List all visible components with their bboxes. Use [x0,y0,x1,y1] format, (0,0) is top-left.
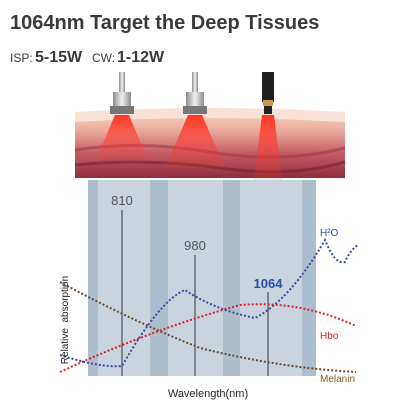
cw-value: 1-12W [117,49,165,66]
laser-beam [96,115,148,160]
water-curve [59,237,359,368]
handpiece [183,72,207,114]
skin-surface [75,108,345,122]
laser-beam [165,115,225,168]
band [98,180,150,376]
title: 1064nm Target the Deep Tissues [10,12,319,34]
hbo-label: Hbo [320,331,339,342]
handpiece [262,72,274,114]
melanin-label: Melanin [320,374,355,385]
y-axis-label: Relative absorption [60,276,71,364]
cw-label: CW: [92,51,115,65]
isp-label: ISP: [10,51,33,65]
band [240,180,302,376]
wavelength-label: 980 [184,238,206,253]
laser-beam [254,115,282,180]
x-axis-label: Wavelength(nm) [168,388,248,400]
water-label: H²O [320,228,339,239]
wavelength-label: 810 [111,193,133,208]
melanin-curve [59,281,357,373]
hbo-curve [59,303,357,373]
handpiece [110,72,134,114]
isp-value: 5-15W [35,49,83,66]
wavelength-label: 1064 [254,276,284,291]
